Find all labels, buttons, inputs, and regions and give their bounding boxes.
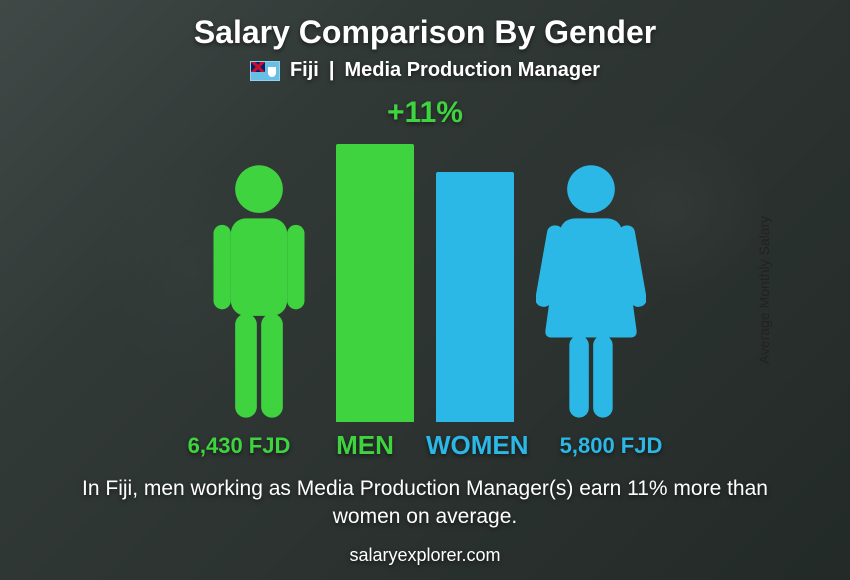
source-label: salaryexplorer.com — [349, 545, 500, 566]
percentage-label: +11% — [387, 96, 463, 130]
separator: | — [329, 59, 335, 82]
men-bar — [336, 144, 414, 422]
men-salary-label: 6,430 FJD — [174, 433, 304, 459]
men-gender-label: MEN — [326, 430, 404, 461]
female-person-icon — [536, 162, 646, 422]
chart-area: +11% — [204, 102, 646, 422]
male-person-icon — [204, 162, 314, 422]
women-gender-label: WOMEN — [426, 430, 524, 461]
country-label: Fiji — [290, 59, 319, 82]
y-axis-label: Average Monthly Salary — [756, 216, 772, 364]
main-title: Salary Comparison By Gender — [194, 14, 656, 51]
women-salary-label: 5,800 FJD — [546, 433, 676, 459]
role-label: Media Production Manager — [344, 59, 600, 82]
fiji-flag-icon — [250, 61, 280, 81]
labels-row: 6,430 FJD MEN WOMEN 5,800 FJD — [174, 430, 676, 461]
women-bar — [436, 172, 514, 422]
subtitle-row: Fiji | Media Production Manager — [250, 59, 600, 82]
infographic-content: Salary Comparison By Gender Fiji | Media… — [0, 0, 850, 580]
description-text: In Fiji, men working as Media Production… — [65, 475, 785, 532]
